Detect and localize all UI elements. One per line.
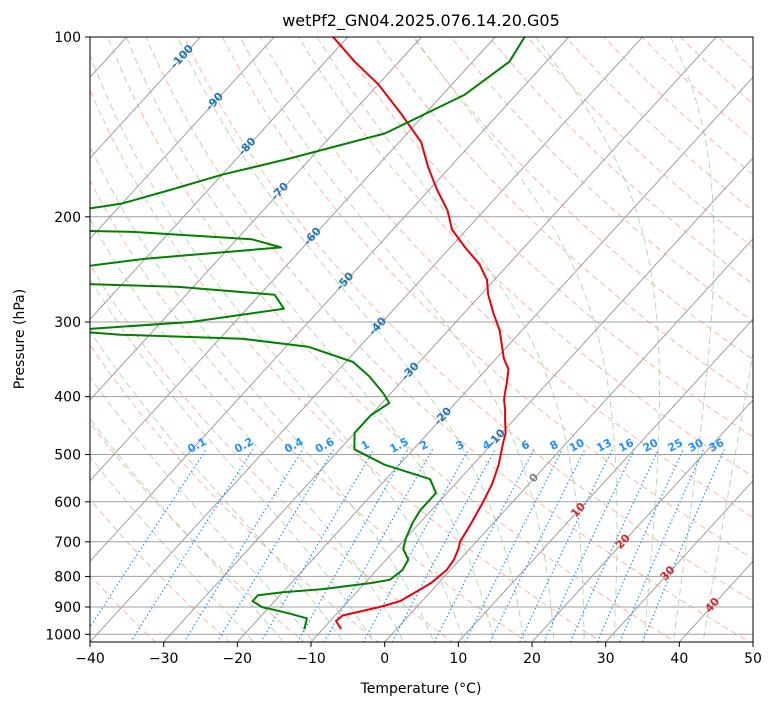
dewpoint-profile-line xyxy=(90,37,526,630)
dry-adiabat xyxy=(298,37,753,478)
mixing-ratio-label: 36 xyxy=(707,436,727,455)
x-tick-label: 40 xyxy=(670,651,688,667)
mixing-ratio-line xyxy=(464,449,564,642)
dry-adiabat xyxy=(450,37,753,323)
moist-adiabat xyxy=(670,37,715,642)
isotherm-line xyxy=(531,399,753,642)
dry-adiabat xyxy=(488,37,753,285)
plot-frame xyxy=(89,36,754,643)
y-axis-ticks: 100 200 300 400 500 600 700 800 900 1000 xyxy=(45,30,90,643)
y-tick-label: 400 xyxy=(54,390,81,406)
mixing-ratio-line xyxy=(543,449,636,642)
x-tick-label: 10 xyxy=(449,651,467,667)
y-tick-label: 200 xyxy=(54,210,81,226)
mixing-ratio-line xyxy=(90,448,207,629)
mixing-ratio-line xyxy=(619,449,705,642)
mixing-ratio-line xyxy=(323,449,434,642)
y-tick-label: 500 xyxy=(54,448,81,464)
isotherm-line xyxy=(236,76,753,642)
isotherm-line xyxy=(90,37,570,563)
isotherm-line xyxy=(90,37,496,482)
y-tick-label: 800 xyxy=(54,569,81,585)
isotherm-line xyxy=(90,37,643,642)
x-axis-label: Temperature (°C) xyxy=(360,681,482,697)
mixing-ratio-line xyxy=(433,449,535,642)
chart-title: wetPf2_GN04.2025.076.14.20.G05 xyxy=(282,11,560,31)
x-axis-ticks: −40 −30 −20 −10 0 10 20 30 40 50 xyxy=(75,642,762,667)
moist-adiabat xyxy=(702,349,753,642)
isotherm-line xyxy=(384,237,753,642)
mixing-ratio-label: 13 xyxy=(594,436,614,455)
y-tick-label: 1000 xyxy=(45,627,81,643)
dry-adiabat xyxy=(259,37,753,518)
mixing-ratio-line xyxy=(569,449,660,642)
x-tick-label: −40 xyxy=(75,651,105,667)
mixing-ratio-line xyxy=(596,449,684,642)
isotherm-line xyxy=(90,37,349,321)
mixing-ratio-label: 16 xyxy=(616,436,636,455)
x-tick-label: −10 xyxy=(296,651,326,667)
temperature-profile-line xyxy=(332,37,510,630)
mixing-ratio-label: 20 xyxy=(641,436,661,455)
mixing-ratio-line xyxy=(216,448,335,642)
dry-adiabat xyxy=(221,37,753,560)
x-tick-label: −30 xyxy=(149,651,179,667)
dry-adiabat xyxy=(107,37,677,642)
isotherm-line xyxy=(90,37,422,401)
mixing-ratio-label: 30 xyxy=(686,436,706,455)
y-tick-label: 300 xyxy=(54,315,81,331)
mixing-ratio-line xyxy=(183,448,304,642)
y-tick-label: 100 xyxy=(54,30,81,46)
moist-adiabat xyxy=(535,37,660,642)
y-tick-label: 700 xyxy=(54,535,81,551)
x-tick-label: 50 xyxy=(744,651,762,667)
y-tick-label: 600 xyxy=(54,495,81,511)
dry-adiabat xyxy=(183,37,753,602)
mixing-ratio-line xyxy=(260,448,375,642)
moist-adiabat xyxy=(316,37,585,642)
pressure-gridlines xyxy=(90,37,753,635)
mixing-ratio-line xyxy=(296,449,409,642)
moist-adiabat xyxy=(413,37,618,642)
isotherm-line xyxy=(163,37,717,642)
isotherm-line xyxy=(605,479,753,642)
isotherm-line xyxy=(90,37,275,240)
isotherm-line xyxy=(90,37,201,159)
sounding-series xyxy=(90,37,526,630)
moist-adiabat xyxy=(90,330,344,642)
x-tick-label: 0 xyxy=(380,651,389,667)
y-axis-label: Pressure (hPa) xyxy=(12,289,28,389)
y-tick-label: 900 xyxy=(54,600,81,616)
mixing-ratio-line xyxy=(129,448,254,642)
x-tick-label: −20 xyxy=(223,651,253,667)
mixing-ratio-label: 25 xyxy=(665,436,685,455)
plot-area: 0.1 0.2 0.4 0.6 1 1.5 2 3 4 6 8 10 13 16 20 25 30 36-100-… xyxy=(90,37,753,642)
isotherm-line xyxy=(310,157,753,642)
isotherms xyxy=(90,37,753,642)
mixing-ratio-label: 10 xyxy=(567,436,587,455)
x-tick-label: 30 xyxy=(597,651,615,667)
isotherm-line xyxy=(457,318,753,642)
x-tick-label: 20 xyxy=(523,651,541,667)
